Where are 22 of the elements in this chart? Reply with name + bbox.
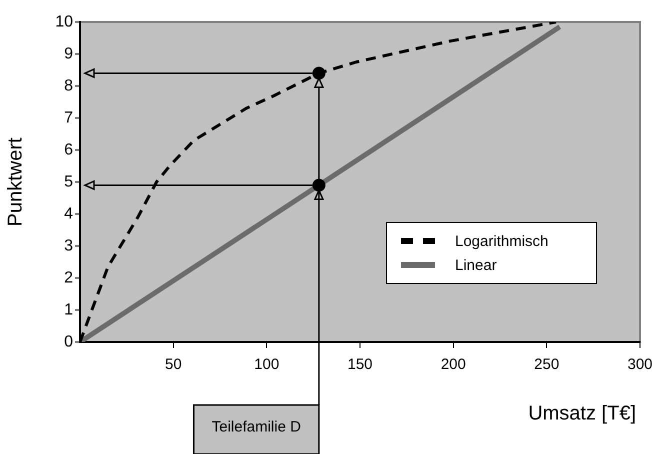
x-axis-title: Umsatz [T€] xyxy=(528,402,636,425)
y-tick-label: 8 xyxy=(64,77,74,94)
y-tick-label: 2 xyxy=(64,269,74,286)
y-tick-label: 5 xyxy=(64,173,74,190)
legend-label: Logarithmisch xyxy=(455,232,548,250)
y-tick-label: 9 xyxy=(64,45,74,62)
y-tick-label: 3 xyxy=(64,237,74,254)
y-tick-label: 0 xyxy=(64,333,74,350)
y-tick-label: 1 xyxy=(64,301,74,318)
x-tick-label: 300 xyxy=(627,356,653,374)
x-tick-label: 200 xyxy=(440,356,466,374)
x-tick-label: 250 xyxy=(534,356,560,374)
text: Teilefamilie D xyxy=(212,418,302,436)
y-axis-title: Punktwert xyxy=(4,137,27,226)
y-tick-label: 10 xyxy=(55,13,74,30)
x-tick-label: 50 xyxy=(164,356,182,374)
y-tick-label: 7 xyxy=(64,109,74,126)
y-tick-label: 4 xyxy=(64,205,74,222)
y-tick-label: 6 xyxy=(64,141,74,158)
x-tick-label: 100 xyxy=(254,356,280,374)
x-tick-label: 150 xyxy=(347,356,373,374)
legend-label: Linear xyxy=(455,256,497,274)
